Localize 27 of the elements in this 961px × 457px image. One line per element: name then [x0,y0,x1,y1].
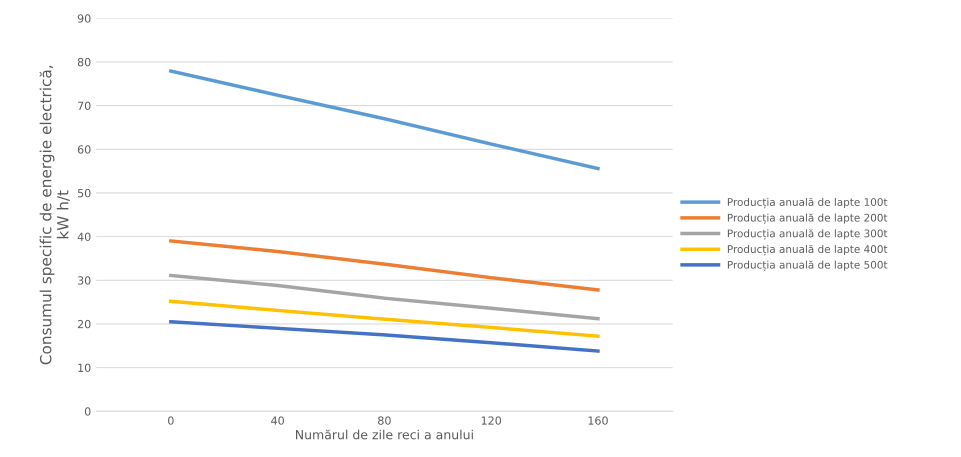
line-series [169,239,600,292]
y-tick-label: 30 [78,276,90,285]
x-tick-label: 120 [482,416,502,425]
legend-label: Producția anuală de lapte 300t [728,229,888,240]
line-series [169,300,600,338]
y-tick-label: 60 [78,145,90,154]
legend-label: Producția anuală de lapte 400t [728,244,888,256]
y-axis-title: Consumul specific de energie electrică, kW h/t [40,66,70,364]
y-tick-label: 20 [78,320,90,328]
y-tick-label: 10 [78,364,90,372]
legend-label: Producția anuală de lapte 200t [728,214,888,224]
y-tick-label: 70 [78,102,90,110]
legend-label: Producția anuală de lapte 500t [728,260,888,272]
x-tick-label: 40 [271,416,284,425]
y-tick-label: 50 [78,188,90,198]
x-tick-label: 0 [168,416,174,425]
line-series [169,69,600,170]
x-tick-label: 160 [588,416,608,425]
x-tick-label: 80 [378,416,391,425]
y-tick-label: 80 [78,58,90,66]
line-series [169,274,600,320]
y-tick-label: 90 [78,14,90,23]
x-axis-title: Numărul de zile reci a anului [296,430,473,440]
y-tick-label: 40 [78,232,90,242]
legend-label: Producția anuală de lapte 100t [728,198,888,208]
y-tick-label: 0 [84,407,90,416]
line-series [169,320,600,353]
